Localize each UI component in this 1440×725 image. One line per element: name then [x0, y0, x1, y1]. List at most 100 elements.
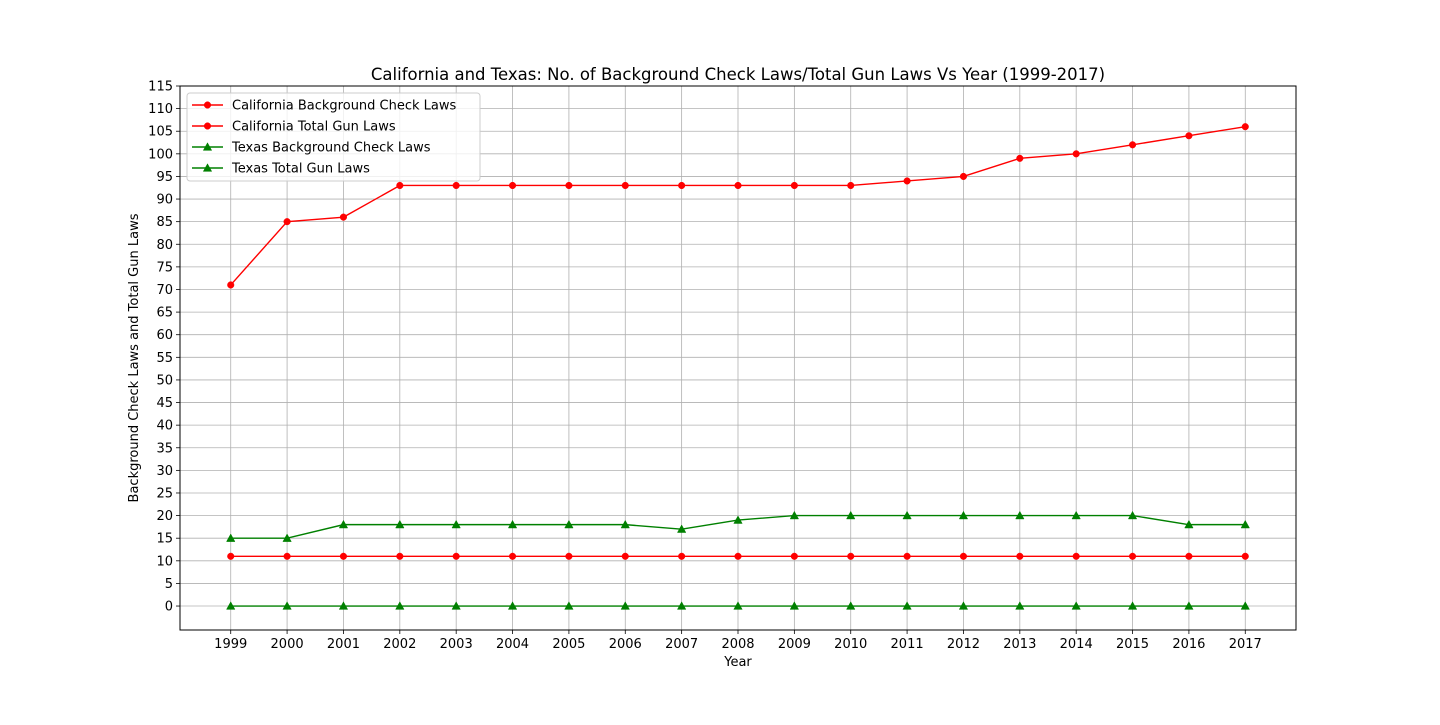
data-point	[1015, 510, 1025, 520]
data-point	[733, 515, 743, 524]
data-point	[338, 519, 349, 529]
data-point	[1128, 141, 1137, 149]
y-tick-label: 30	[156, 464, 173, 479]
data-point	[451, 601, 461, 610]
x-tick-label: 2015	[1116, 637, 1149, 652]
data-point	[1127, 510, 1138, 520]
y-tick-label: 45	[156, 396, 173, 411]
legend-label: California Background Check Laws	[232, 99, 457, 114]
data-point	[620, 519, 630, 529]
data-point	[1128, 552, 1137, 560]
data-point	[1127, 601, 1138, 610]
data-point	[283, 552, 291, 560]
y-tick-label: 105	[148, 125, 173, 140]
data-point	[902, 601, 912, 610]
y-tick-label: 70	[156, 283, 173, 298]
data-point	[226, 533, 236, 542]
legend-entry: California Background Check Laws	[192, 99, 457, 114]
y-axis: 0 5 10 15 20 25 30 35 40 45 50 55 60 65 70 75 80 85 90 95 10…	[148, 80, 180, 615]
y-tick-label: 85	[156, 215, 173, 230]
data-point	[507, 519, 518, 529]
data-point	[678, 181, 686, 190]
x-tick-label: 2005	[552, 637, 585, 652]
data-point	[677, 601, 687, 610]
data-point	[902, 510, 912, 520]
y-tick-label: 15	[156, 532, 173, 547]
data-point	[338, 601, 349, 610]
data-point	[734, 181, 742, 190]
legend-label: California Total Gun Laws	[232, 120, 396, 135]
data-point	[452, 181, 460, 190]
legend-entry: Texas Background Check Laws	[192, 141, 431, 156]
x-tick-label: 2003	[440, 637, 473, 652]
data-point	[847, 181, 855, 190]
plot-series	[226, 123, 1250, 610]
data-point	[903, 552, 911, 560]
data-point	[734, 552, 742, 560]
y-tick-label: 100	[148, 147, 173, 162]
data-point	[564, 601, 574, 610]
x-tick-label: 2004	[496, 637, 529, 652]
data-point	[846, 510, 856, 520]
legend-label: Texas Background Check Laws	[231, 141, 431, 156]
y-tick-label: 80	[156, 238, 173, 253]
series-1	[227, 123, 1249, 289]
data-point	[959, 552, 968, 560]
y-axis-label: Background Check Laws and Total Gun Laws	[127, 213, 142, 502]
y-tick-label: 65	[156, 306, 173, 321]
x-tick-label: 2002	[383, 637, 416, 652]
data-point	[1016, 154, 1024, 162]
data-point	[1071, 510, 1081, 520]
y-tick-label: 0	[165, 600, 173, 615]
data-point	[1016, 552, 1024, 560]
y-tick-label: 10	[156, 554, 173, 569]
legend-marker	[203, 122, 212, 130]
y-tick-label: 95	[156, 170, 173, 185]
y-tick-label: 20	[156, 509, 173, 524]
data-point	[507, 601, 518, 610]
x-tick-label: 2001	[327, 637, 360, 652]
x-tick-label: 2010	[834, 637, 867, 652]
legend: California Background Check Laws Californ…	[186, 92, 481, 182]
data-point	[395, 519, 405, 529]
y-tick-label: 110	[148, 102, 173, 117]
x-axis: 1999 2000 2001 2002 2003 2004 2005 2006 2007 2008…	[214, 630, 1262, 652]
x-axis-label: Year	[723, 655, 752, 670]
chart-title: California and Texas: No. of Background …	[371, 65, 1105, 84]
data-point	[1241, 552, 1249, 560]
x-tick-label: 1999	[214, 637, 247, 652]
x-tick-label: 2013	[1003, 637, 1036, 652]
y-tick-label: 50	[156, 373, 173, 388]
data-point	[789, 601, 799, 610]
y-tick-label: 90	[156, 193, 173, 208]
x-tick-label: 2006	[609, 637, 642, 652]
data-point	[508, 552, 517, 560]
data-point	[226, 601, 236, 610]
data-point	[339, 213, 348, 221]
legend-entry: California Total Gun Laws	[192, 120, 396, 135]
y-tick-label: 35	[156, 441, 173, 456]
data-point	[451, 519, 461, 529]
data-point	[790, 552, 798, 560]
x-tick-label: 2017	[1229, 637, 1262, 652]
data-point	[1072, 150, 1080, 158]
data-point	[1185, 552, 1193, 560]
data-point	[283, 218, 291, 226]
x-tick-label: 2014	[1060, 637, 1093, 652]
data-point	[789, 510, 799, 520]
data-point	[508, 181, 517, 190]
data-point	[1241, 123, 1249, 131]
y-tick-label: 115	[148, 80, 173, 95]
data-point	[1071, 601, 1081, 610]
x-tick-label: 2012	[947, 637, 980, 652]
series-2	[227, 552, 1249, 560]
x-tick-label: 2011	[891, 637, 924, 652]
data-point	[1240, 601, 1250, 610]
data-point	[227, 281, 235, 289]
x-tick-label: 2009	[778, 637, 811, 652]
data-point	[395, 601, 405, 610]
data-point	[1185, 132, 1193, 140]
data-point	[282, 601, 292, 610]
